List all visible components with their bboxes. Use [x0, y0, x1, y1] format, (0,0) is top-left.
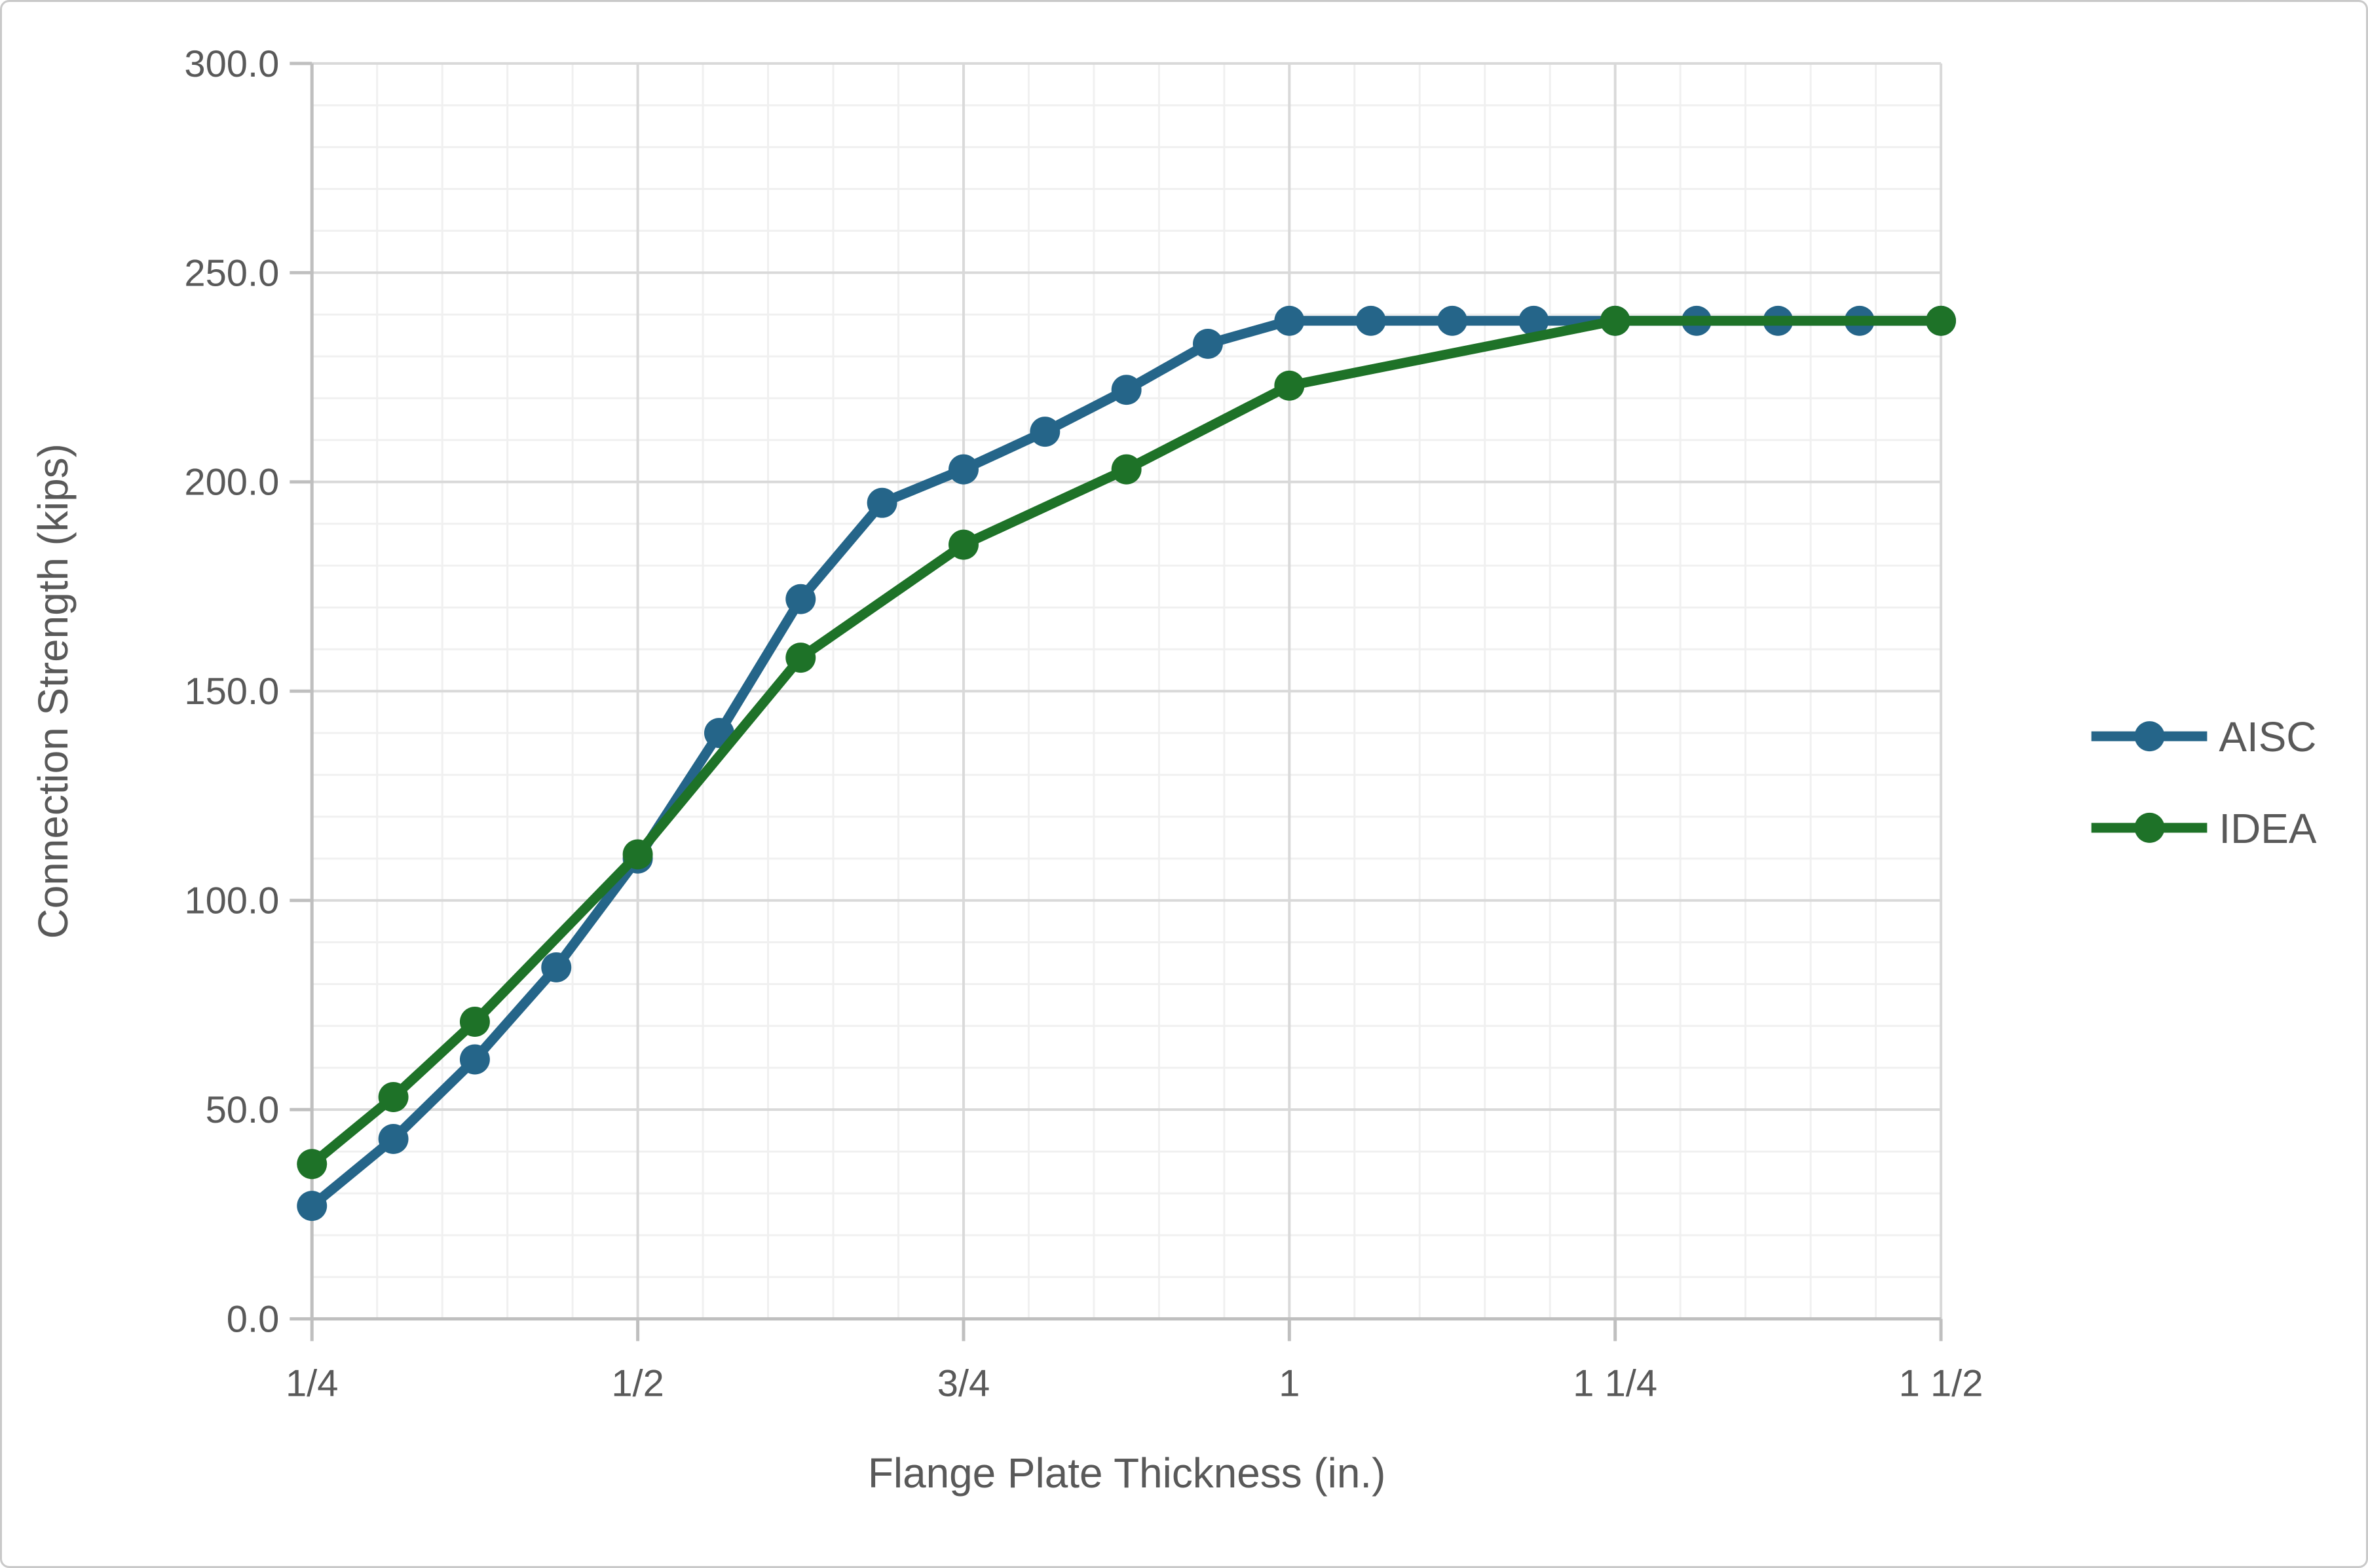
data-point-aisc	[1355, 305, 1386, 336]
series-line-idea	[307, 316, 1946, 1169]
x-tick-label: 3/4	[937, 1362, 990, 1404]
data-point-aisc	[1518, 305, 1549, 336]
data-point-aisc	[541, 952, 572, 982]
legend-label-aisc: AISC	[2219, 713, 2316, 760]
series-idea	[297, 305, 1957, 1180]
data-point-idea	[948, 529, 979, 560]
data-point-aisc	[378, 1123, 409, 1154]
x-tick-label: 1 1/4	[1573, 1362, 1657, 1404]
legend-entry-aisc: AISC	[2091, 713, 2316, 760]
x-axis-title: Flange Plate Thickness (in.)	[868, 1449, 1386, 1497]
data-point-aisc	[867, 487, 897, 518]
x-tick-label: 1/4	[286, 1362, 338, 1404]
data-point-aisc	[297, 1191, 328, 1222]
data-point-aisc	[459, 1044, 490, 1075]
x-tick-label: 1/2	[611, 1362, 664, 1404]
data-point-aisc	[785, 584, 816, 614]
data-point-idea	[1600, 305, 1630, 336]
y-tick-label: 50.0	[206, 1089, 280, 1131]
data-point-idea	[1111, 454, 1142, 485]
y-axis-title: Connection Strength (kips)	[29, 443, 77, 939]
legend: AISC IDEA	[2091, 713, 2317, 852]
data-point-aisc	[1030, 417, 1061, 447]
series-aisc	[297, 305, 1957, 1222]
series-layer	[297, 305, 1957, 1222]
data-point-aisc	[1111, 375, 1142, 405]
legend-entry-idea: IDEA	[2091, 805, 2317, 852]
y-tick-label: 0.0	[227, 1299, 279, 1341]
tick-labels: 0.0 50.0 100.0 150.0 200.0 250.0 300.0 1/4 1/2 3/…	[184, 43, 1983, 1405]
data-point-aisc	[1193, 328, 1223, 359]
legend-marker-idea	[2134, 812, 2165, 843]
data-point-idea	[1274, 370, 1305, 401]
x-tick-label: 1 1/2	[1899, 1362, 1983, 1404]
axes	[290, 62, 1943, 1341]
data-point-idea	[459, 1007, 490, 1037]
data-point-idea	[1926, 305, 1957, 336]
data-point-idea	[785, 643, 816, 673]
legend-marker-aisc	[2134, 721, 2165, 752]
data-point-idea	[297, 1149, 328, 1180]
data-point-idea	[378, 1082, 409, 1112]
data-point-aisc	[948, 454, 979, 485]
y-tick-label: 250.0	[184, 252, 279, 294]
y-tick-label: 300.0	[184, 43, 279, 85]
major-gridlines	[310, 62, 1943, 1320]
legend-label-idea: IDEA	[2219, 805, 2316, 852]
series-line-aisc	[307, 316, 1946, 1211]
data-point-idea	[622, 839, 653, 870]
y-tick-label: 150.0	[184, 671, 279, 713]
y-tick-label: 100.0	[184, 880, 279, 922]
data-point-aisc	[1437, 305, 1467, 336]
data-point-aisc	[1274, 305, 1305, 336]
x-tick-label: 1	[1279, 1362, 1300, 1404]
y-tick-label: 200.0	[184, 462, 279, 504]
